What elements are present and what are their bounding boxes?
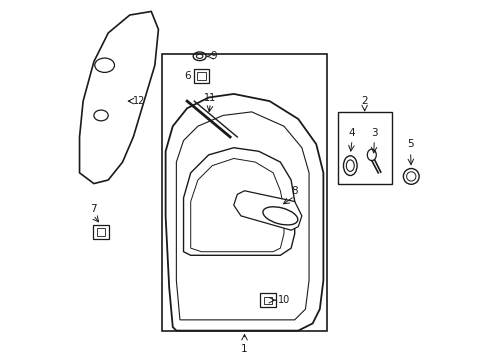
FancyBboxPatch shape (260, 293, 275, 307)
Bar (162, 54, 326, 330)
Bar (337, 112, 391, 184)
Ellipse shape (366, 149, 376, 161)
Polygon shape (183, 148, 294, 255)
Text: 10: 10 (277, 295, 289, 305)
Text: 11: 11 (204, 93, 216, 103)
Text: 12: 12 (132, 96, 144, 106)
FancyBboxPatch shape (193, 69, 209, 83)
Polygon shape (233, 191, 301, 230)
Text: 3: 3 (370, 129, 377, 138)
FancyBboxPatch shape (93, 225, 109, 239)
Text: 5: 5 (407, 139, 413, 149)
Bar (263, 297, 271, 304)
Text: 8: 8 (291, 186, 297, 196)
Text: 9: 9 (210, 51, 217, 61)
Polygon shape (80, 12, 158, 184)
Text: 7: 7 (90, 204, 96, 214)
Polygon shape (165, 94, 323, 330)
Bar (197, 72, 205, 80)
Text: 1: 1 (241, 343, 247, 354)
Text: 4: 4 (348, 129, 355, 138)
Text: 2: 2 (361, 96, 367, 106)
Ellipse shape (263, 207, 297, 225)
Bar (97, 228, 105, 235)
Text: 6: 6 (183, 71, 190, 81)
